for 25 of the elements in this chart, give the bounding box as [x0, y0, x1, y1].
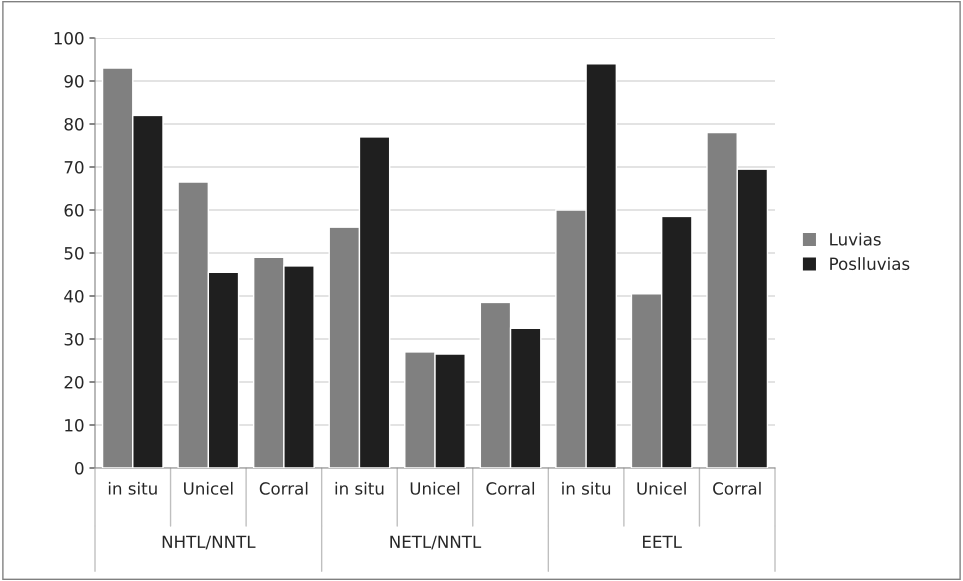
x-tick-label: Unicel	[184, 482, 232, 495]
text: EETL	[643, 536, 682, 548]
y-tick-label: 100	[54, 32, 84, 45]
y-tick-label: 80	[64, 118, 84, 131]
x-tick-label: in situ	[108, 482, 157, 495]
x-tick-label: Corral	[260, 482, 308, 495]
x-tick-label: Corral	[486, 482, 534, 495]
x-tick-label: Corral	[713, 482, 761, 495]
y-tick-label: 0	[75, 462, 84, 475]
x-tick-label: Unicel	[410, 482, 460, 495]
y-tick-label: 90	[64, 74, 84, 88]
legend-label: Poslluvias	[830, 257, 910, 270]
y-tick-label: 50	[64, 246, 84, 260]
y-tick-label: 70	[64, 160, 84, 174]
y-tick-label: 60	[64, 204, 84, 217]
y-tick-label: 40	[64, 290, 84, 303]
x-tick-label: in situ	[336, 482, 384, 495]
y-tick-label: 20	[64, 376, 84, 389]
legend-label: Luvias	[830, 232, 881, 246]
text: NETL/NNTL	[390, 536, 482, 550]
y-tick-label: 10	[65, 418, 84, 432]
text: NHTL/NNTL	[162, 536, 256, 550]
x-tick-label: Unicel	[637, 482, 686, 495]
y-tick-label: 30	[64, 332, 84, 346]
x-tick-label: in situ	[562, 482, 610, 495]
